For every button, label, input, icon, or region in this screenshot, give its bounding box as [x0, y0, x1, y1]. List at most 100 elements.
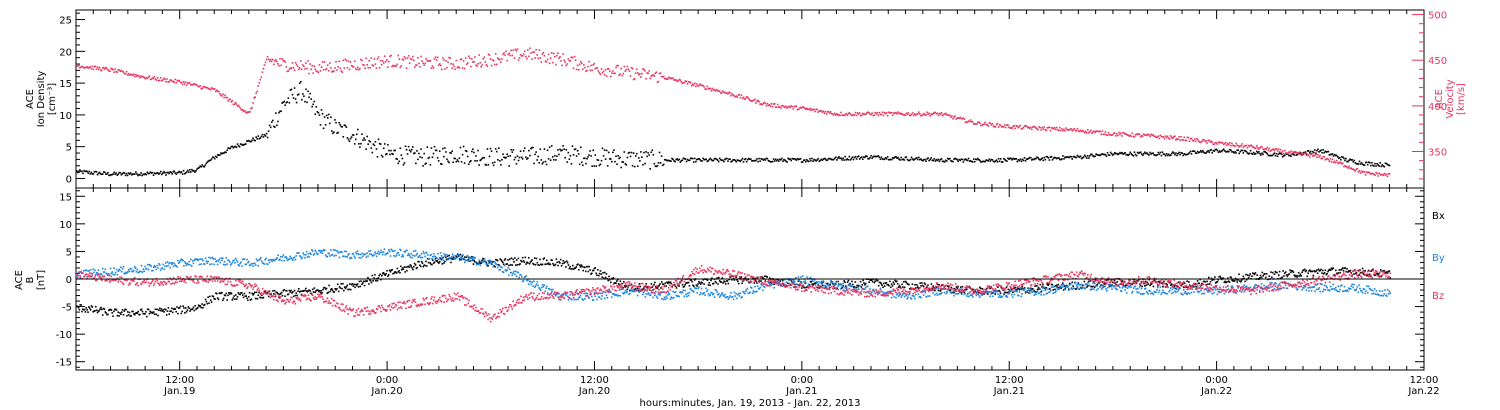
data-point [469, 256, 471, 259]
data-point [877, 114, 880, 117]
data-point [426, 146, 429, 148]
data-point [950, 286, 953, 289]
data-point [787, 157, 789, 160]
data-point [789, 106, 792, 109]
data-point [317, 249, 320, 252]
data-point [991, 292, 993, 294]
y-tick-label-right: 400 [1428, 102, 1447, 113]
data-point [265, 58, 268, 61]
data-point [1130, 135, 1133, 138]
data-point [755, 159, 757, 162]
data-point [916, 286, 919, 289]
data-point [510, 148, 513, 151]
data-point [216, 263, 219, 266]
data-point [584, 270, 587, 273]
data-point [593, 165, 596, 167]
data-point [823, 112, 826, 115]
data-point [594, 267, 597, 269]
data-point [953, 291, 955, 294]
data-point [1278, 270, 1281, 273]
data-point [707, 159, 710, 162]
data-point [1060, 158, 1062, 161]
data-point [126, 272, 128, 274]
data-point [736, 279, 738, 281]
data-point [158, 307, 161, 310]
data-point [128, 270, 131, 273]
data-point [344, 58, 347, 61]
data-point [79, 169, 81, 171]
data-point [416, 150, 418, 152]
data-point [1381, 270, 1384, 273]
data-point [206, 86, 209, 89]
data-point [1150, 153, 1152, 155]
data-point [1310, 270, 1313, 273]
data-point [1087, 280, 1090, 283]
data-point [384, 274, 387, 277]
data-point [646, 287, 648, 289]
data-point [987, 160, 990, 162]
data-point [732, 159, 734, 161]
data-point [930, 283, 933, 285]
data-point [193, 83, 195, 85]
data-point [128, 311, 131, 314]
data-point [1316, 156, 1318, 158]
data-point [307, 60, 309, 62]
data-point [445, 151, 447, 153]
data-point [433, 261, 436, 263]
data-point [456, 159, 459, 161]
data-point [357, 66, 359, 69]
data-point [490, 263, 493, 265]
data-point [105, 67, 107, 69]
data-point [1296, 153, 1299, 156]
data-point [509, 155, 512, 157]
data-point [118, 69, 121, 71]
data-point [262, 296, 265, 299]
data-point [143, 312, 145, 315]
data-point [1110, 152, 1113, 155]
data-point [152, 266, 155, 269]
data-point [1051, 127, 1054, 129]
data-point [159, 269, 162, 272]
data-point [543, 54, 546, 57]
data-point [682, 81, 685, 84]
data-point [278, 296, 280, 299]
data-point [1374, 274, 1377, 277]
data-point [1245, 144, 1248, 147]
data-point [854, 281, 857, 283]
data-point [904, 280, 907, 283]
data-point [470, 256, 472, 259]
data-point [845, 112, 847, 115]
data-point [274, 126, 276, 128]
data-point [311, 105, 313, 108]
data-point [1188, 284, 1191, 286]
data-point [261, 262, 264, 264]
data-point [265, 292, 267, 294]
data-point [583, 64, 585, 66]
data-point [739, 160, 742, 163]
data-point [199, 85, 201, 87]
data-point [372, 64, 375, 67]
data-point [1352, 168, 1355, 171]
data-point [1097, 130, 1099, 133]
data-point [1279, 148, 1282, 151]
data-point [269, 258, 272, 261]
data-point [426, 254, 429, 256]
data-point [1124, 285, 1126, 287]
data-point [1164, 286, 1167, 288]
data-point [1183, 282, 1186, 284]
data-point [1329, 153, 1332, 156]
data-point [348, 288, 350, 291]
data-point [916, 113, 919, 115]
data-point [293, 256, 296, 259]
data-point [991, 291, 994, 294]
data-point [1365, 171, 1368, 173]
data-point [1343, 165, 1345, 168]
data-point [190, 308, 192, 311]
data-point [699, 158, 701, 161]
data-point [809, 107, 811, 110]
data-point [330, 254, 333, 256]
data-point [828, 287, 831, 289]
data-point [645, 283, 648, 285]
data-point [949, 157, 951, 160]
data-point [752, 277, 755, 280]
